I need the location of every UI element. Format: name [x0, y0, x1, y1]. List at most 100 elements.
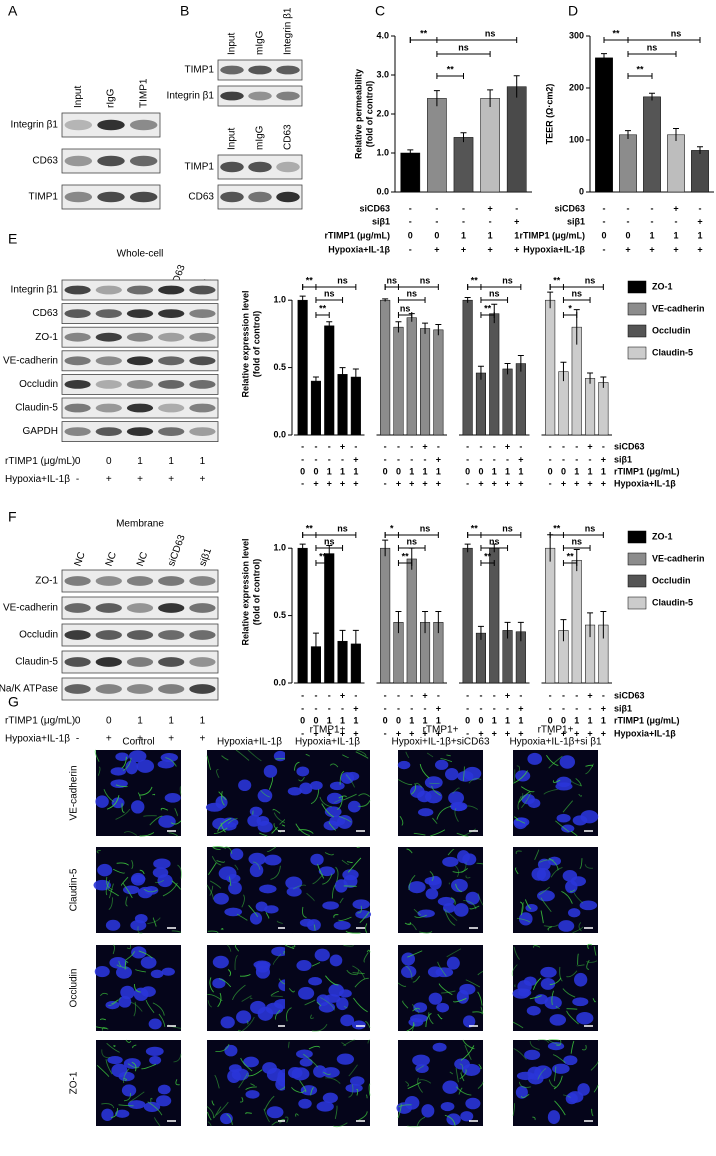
condition-value: 0 — [548, 715, 553, 725]
nucleus — [107, 1056, 123, 1065]
junction-stain — [343, 1039, 356, 1047]
bar — [380, 299, 391, 436]
junction-stain — [358, 800, 371, 807]
junction-stain — [452, 868, 468, 873]
junction-stain — [521, 792, 532, 809]
nucleus — [313, 1065, 327, 1078]
error-bar — [504, 363, 511, 375]
junction-stain — [207, 1121, 212, 1127]
condition-value: 1 — [200, 716, 206, 727]
nucleus — [425, 888, 439, 900]
error-bar — [560, 361, 567, 382]
significance-label: ** — [306, 275, 314, 285]
condition-value: - — [466, 703, 469, 713]
junction-stain — [593, 946, 597, 956]
junction-stain — [125, 896, 128, 907]
condition-label: siβ1 — [614, 454, 632, 464]
junction-stain — [334, 1105, 338, 1120]
junction-stain — [328, 821, 337, 831]
column-header: Hypoxi+IL-1β+siCD63 — [391, 737, 489, 748]
band — [158, 332, 185, 342]
condition-value: - — [575, 441, 578, 451]
junction-stain — [339, 770, 345, 785]
junction-stain — [241, 1016, 255, 1032]
condition-value: - — [627, 203, 630, 213]
significance-bracket — [315, 297, 344, 303]
panel-label: F — [8, 509, 17, 525]
junction-stain — [553, 1066, 557, 1082]
nucleus — [157, 759, 175, 769]
condition-value: + — [409, 478, 414, 488]
condition-value: - — [466, 441, 469, 451]
bar — [545, 299, 556, 436]
nucleus — [448, 791, 465, 805]
condition-value: 1 — [409, 466, 414, 476]
bar — [475, 372, 486, 436]
junction-stain — [553, 1075, 563, 1090]
junction-stain — [452, 787, 460, 794]
nucleus — [515, 1085, 528, 1099]
junction-stain — [206, 884, 214, 900]
bar — [489, 313, 500, 436]
micrograph — [396, 1039, 484, 1128]
error-bar — [433, 90, 440, 107]
lane-label: mIgG — [255, 30, 266, 55]
condition-label: siCD63 — [359, 203, 390, 213]
junction-stain — [513, 946, 520, 960]
junction-stain — [235, 749, 250, 761]
junction-stain — [105, 880, 111, 896]
condition-label: Hypoxia+IL-1β — [328, 244, 390, 254]
nucleus — [160, 752, 179, 763]
junction-stain — [514, 867, 519, 875]
junction-stain — [584, 864, 593, 869]
junction-stain — [288, 1041, 290, 1049]
junction-stain — [355, 751, 369, 759]
significance-label: ** — [484, 303, 492, 313]
junction-stain — [415, 1065, 425, 1071]
column-header: Hypoxia+IL-1β+si β1 — [509, 737, 602, 748]
y-tick-label: 1.0 — [376, 147, 389, 157]
junction-stain — [563, 1094, 571, 1099]
y-tick-label: 0.0 — [273, 429, 286, 439]
nucleus — [128, 750, 147, 763]
junction-stain — [239, 1097, 244, 1103]
junction-stain — [266, 846, 277, 852]
bar — [619, 134, 637, 193]
junction-stain — [123, 1092, 131, 1102]
row-label: ZO-1 — [35, 576, 58, 587]
error-bar — [464, 296, 471, 303]
nucleus — [524, 1049, 541, 1060]
micrograph — [94, 944, 182, 1031]
significance-label: ** — [553, 275, 561, 285]
junction-stain — [554, 1100, 566, 1116]
condition-value: + — [168, 474, 174, 485]
micrograph — [512, 1039, 599, 1126]
junction-stain — [312, 873, 324, 885]
junction-stain — [325, 975, 339, 986]
junction-stain — [366, 949, 371, 953]
significance-label: ** — [553, 523, 561, 533]
junction-stain — [305, 753, 311, 757]
condition-label: rTIMP1 (μg/mL) — [519, 230, 585, 240]
condition-value: - — [506, 703, 509, 713]
nucleus — [462, 1015, 476, 1028]
junction-stain — [263, 1108, 270, 1123]
nucleus — [255, 965, 271, 979]
condition-value: + — [601, 728, 606, 738]
condition-value: - — [575, 454, 578, 464]
y-tick-label: 4.0 — [376, 30, 389, 40]
condition-value: + — [106, 734, 112, 745]
nucleus — [446, 956, 460, 970]
condition-value: 1 — [492, 466, 497, 476]
nucleus — [329, 954, 343, 967]
band — [95, 332, 122, 342]
junction-stain — [292, 944, 296, 948]
bar — [506, 86, 527, 193]
condition-value: - — [462, 216, 465, 226]
nucleus — [123, 1058, 141, 1069]
condition-value: 0 — [408, 230, 413, 240]
condition-value: - — [424, 703, 427, 713]
row-label: Integrin β1 — [11, 120, 59, 131]
panel-label: B — [180, 3, 189, 19]
junction-stain — [556, 1039, 562, 1046]
